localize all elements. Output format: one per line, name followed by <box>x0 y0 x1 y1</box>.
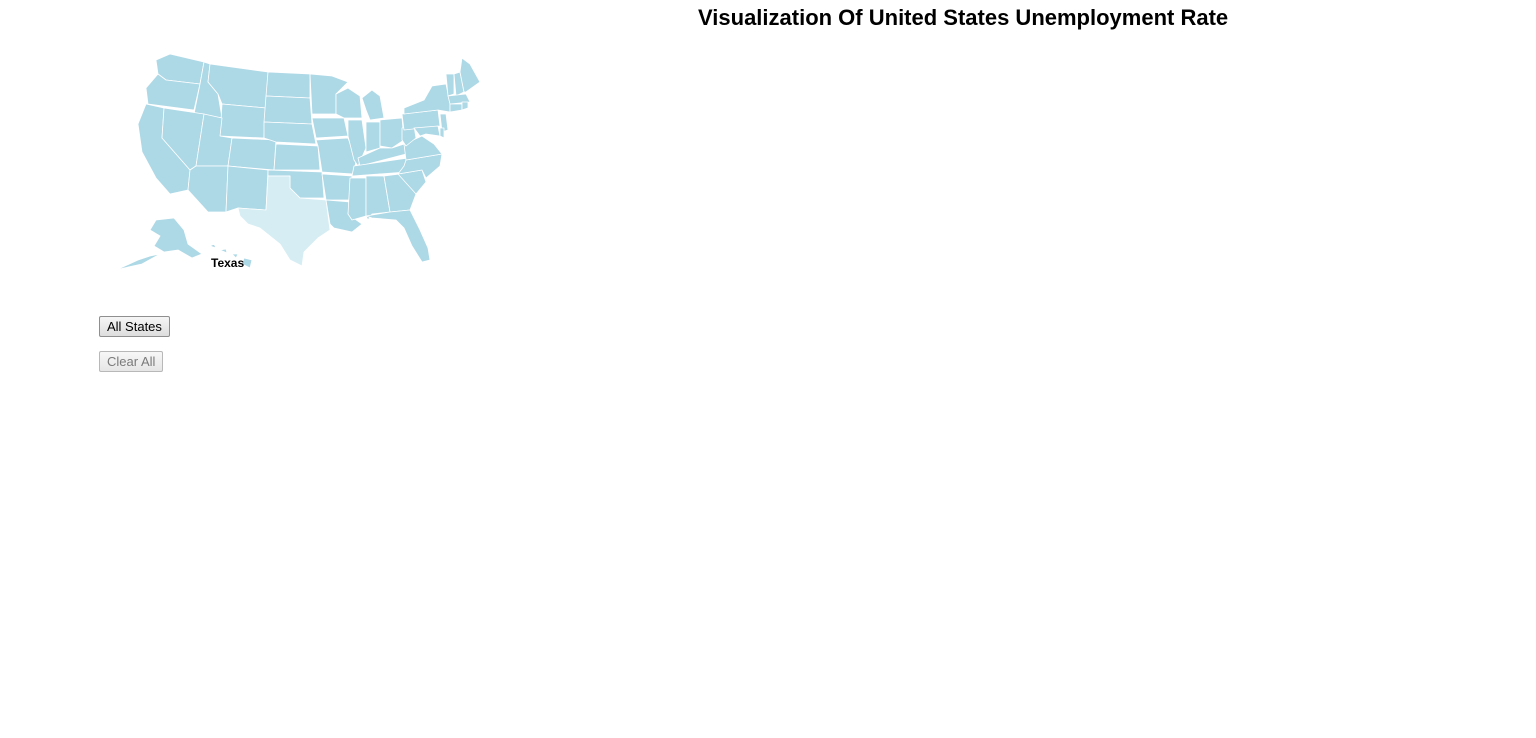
state-virginia[interactable] <box>403 135 443 161</box>
state-maryland[interactable] <box>413 125 441 137</box>
state-alaska[interactable] <box>149 217 203 259</box>
state-arizona[interactable] <box>187 165 229 213</box>
state-new-york[interactable] <box>403 83 451 115</box>
us-states-map[interactable]: Texas <box>104 48 494 280</box>
state-georgia[interactable] <box>383 173 417 213</box>
state-connecticut[interactable] <box>449 103 463 113</box>
state-iowa[interactable] <box>311 117 349 139</box>
state-north-carolina[interactable] <box>397 153 443 179</box>
state-massachusetts[interactable] <box>447 93 471 105</box>
state-new-mexico[interactable] <box>225 165 269 213</box>
state-new-jersey[interactable] <box>439 113 449 133</box>
state-north-dakota[interactable] <box>265 71 311 99</box>
state-rhode-island[interactable] <box>461 101 469 111</box>
state-oregon[interactable] <box>145 73 201 111</box>
state-texas[interactable] <box>237 175 331 267</box>
state-arkansas[interactable] <box>321 173 353 201</box>
state-nebraska[interactable] <box>263 121 317 145</box>
state-maine[interactable] <box>459 57 481 93</box>
state-ohio[interactable] <box>379 117 405 149</box>
clear-all-button[interactable]: Clear All <box>99 351 164 372</box>
state-kansas[interactable] <box>273 143 321 171</box>
state-colorado[interactable] <box>227 137 277 171</box>
state-delaware[interactable] <box>439 127 445 139</box>
state-wyoming[interactable] <box>219 103 267 139</box>
state-alaska-aleutians[interactable] <box>115 253 161 271</box>
state-indiana[interactable] <box>365 121 381 153</box>
state-south-dakota[interactable] <box>263 95 313 125</box>
all-states-button[interactable]: All States <box>99 316 170 337</box>
state-wisconsin[interactable] <box>335 87 363 119</box>
state-florida[interactable] <box>365 209 431 263</box>
state-michigan[interactable] <box>361 89 385 121</box>
state-vermont[interactable] <box>445 73 455 97</box>
state-mississippi[interactable] <box>347 177 367 221</box>
us-map-svg[interactable] <box>104 48 494 280</box>
hovered-state-label: Texas <box>211 256 245 270</box>
page-title: Visualization Of United States Unemploym… <box>698 5 1229 30</box>
state-hawaii[interactable] <box>209 243 253 269</box>
